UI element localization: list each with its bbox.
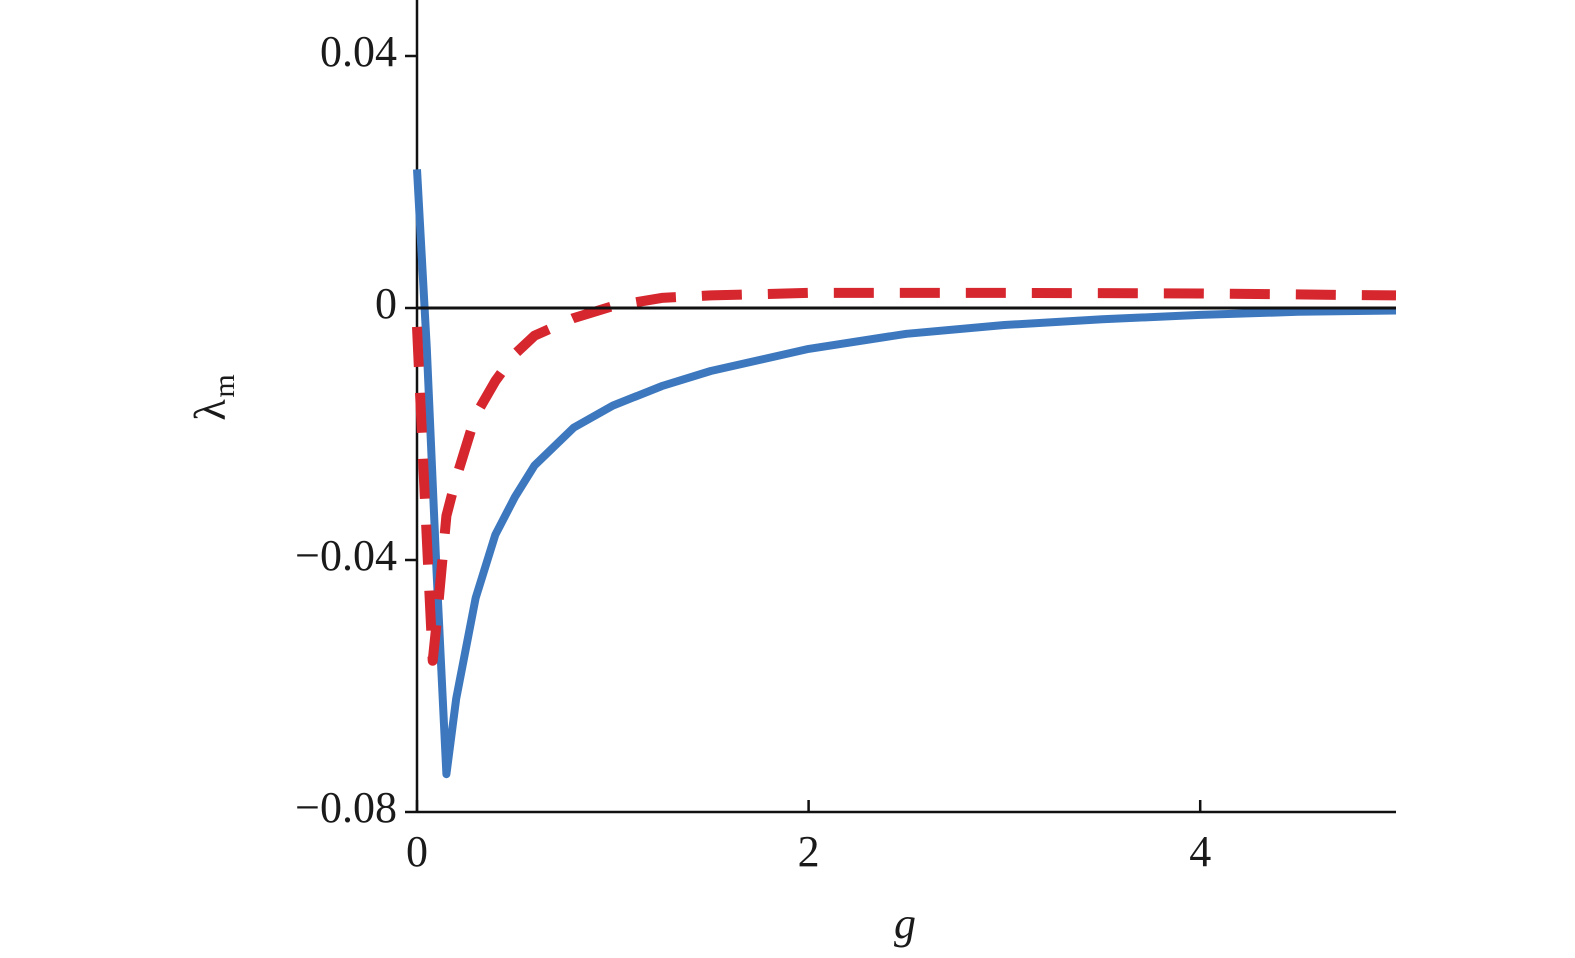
y-tick-label: 0: [375, 279, 397, 328]
x-tick-label: 0: [406, 827, 428, 876]
x-tick-label: 2: [798, 827, 820, 876]
y-tick-label: 0.04: [320, 27, 397, 76]
y-axis-label: λ: [186, 399, 235, 421]
series-line: [412, 287, 1397, 666]
y-tick-label: −0.08: [295, 783, 397, 832]
y-axis-label-group: λ m: [186, 374, 241, 420]
y-tick-label: −0.04: [295, 531, 397, 580]
x-axis-label: g: [894, 899, 916, 948]
y-axis-label-subscript: m: [208, 374, 241, 397]
series-line: [413, 169, 1397, 779]
x-tick-label: 4: [1189, 827, 1211, 876]
